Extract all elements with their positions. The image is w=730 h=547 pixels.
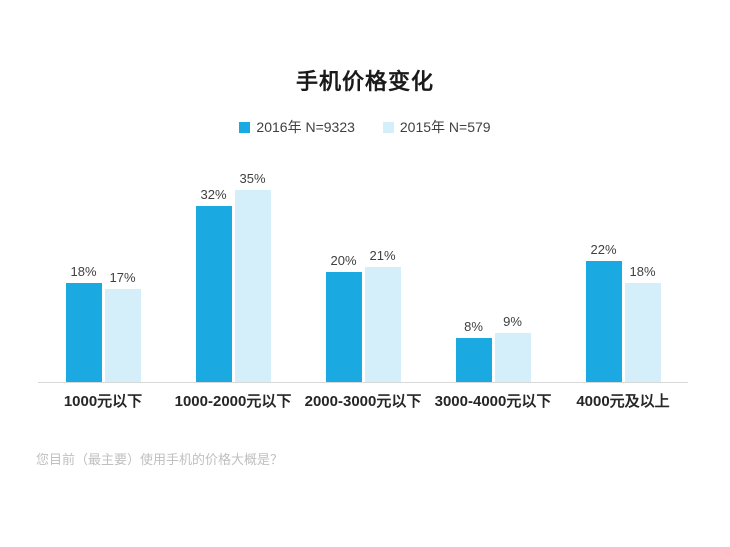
value-label: 35% bbox=[239, 170, 266, 186]
bar-2015 bbox=[624, 283, 661, 382]
bar-group: 20% 21% bbox=[298, 160, 428, 382]
footnote-question: 您目前（最主要）使用手机的价格大概是？ bbox=[36, 452, 284, 467]
bar-column: 8% bbox=[455, 319, 492, 382]
bar-2015 bbox=[364, 266, 401, 382]
bar-column: 18% bbox=[624, 264, 661, 382]
bar-2015 bbox=[104, 288, 141, 382]
legend-swatch-icon bbox=[382, 121, 394, 133]
value-label: 21% bbox=[369, 247, 396, 263]
legend-swatch-icon bbox=[239, 121, 251, 133]
bar-group: 18% 17% bbox=[38, 160, 168, 382]
bar-2016 bbox=[325, 272, 362, 382]
bar-column: 35% bbox=[234, 170, 271, 382]
bar-2015 bbox=[234, 189, 271, 382]
legend-label: 2016年 N=9323 bbox=[256, 119, 355, 135]
legend-label: 2015年 N=579 bbox=[399, 119, 491, 135]
bar-column: 9% bbox=[494, 313, 531, 382]
category-axis: 1000元以下 1000-2000元以下 2000-3000元以下 3000-4000… bbox=[38, 390, 688, 411]
value-label: 20% bbox=[330, 253, 357, 268]
bar-group: 8% 9% bbox=[428, 160, 558, 382]
value-label: 22% bbox=[590, 242, 617, 257]
bar-2016 bbox=[585, 261, 622, 382]
bar-2016 bbox=[195, 206, 232, 382]
value-label: 17% bbox=[109, 269, 136, 285]
bar-column: 32% bbox=[195, 187, 232, 382]
value-label: 18% bbox=[70, 264, 97, 279]
bar-group: 32% 35% bbox=[168, 160, 298, 382]
category-label: 3000-4000元以下 bbox=[434, 393, 552, 410]
value-label: 8% bbox=[464, 319, 483, 334]
bar-column: 22% bbox=[585, 242, 622, 382]
value-label: 18% bbox=[629, 264, 656, 279]
plot-area: 18% 17% 32% 35% 20% 21% 8% 9% 22% 18% bbox=[38, 160, 688, 383]
bar-2016 bbox=[65, 283, 102, 382]
legend-item: 2015年 N=579 bbox=[382, 117, 491, 137]
value-label: 32% bbox=[200, 187, 227, 202]
chart-title: 手机价格变化 bbox=[295, 69, 434, 94]
category-label: 2000-3000元以下 bbox=[304, 393, 422, 410]
category-label: 1000-2000元以下 bbox=[174, 393, 292, 410]
category-label: 4000元及以上 bbox=[576, 393, 670, 410]
bar-column: 20% bbox=[325, 253, 362, 382]
value-label: 9% bbox=[503, 313, 522, 329]
bar-column: 21% bbox=[364, 247, 401, 382]
bar-2015 bbox=[494, 332, 531, 382]
bar-column: 18% bbox=[65, 264, 102, 382]
bar-column: 17% bbox=[104, 269, 141, 382]
legend: 2016年 N=9323 2015年 N=579 bbox=[0, 117, 730, 137]
bar-group: 22% 18% bbox=[558, 160, 688, 382]
bar-2016 bbox=[455, 338, 492, 382]
category-label: 1000元以下 bbox=[63, 393, 143, 410]
legend-item: 2016年 N=9323 bbox=[239, 117, 355, 137]
